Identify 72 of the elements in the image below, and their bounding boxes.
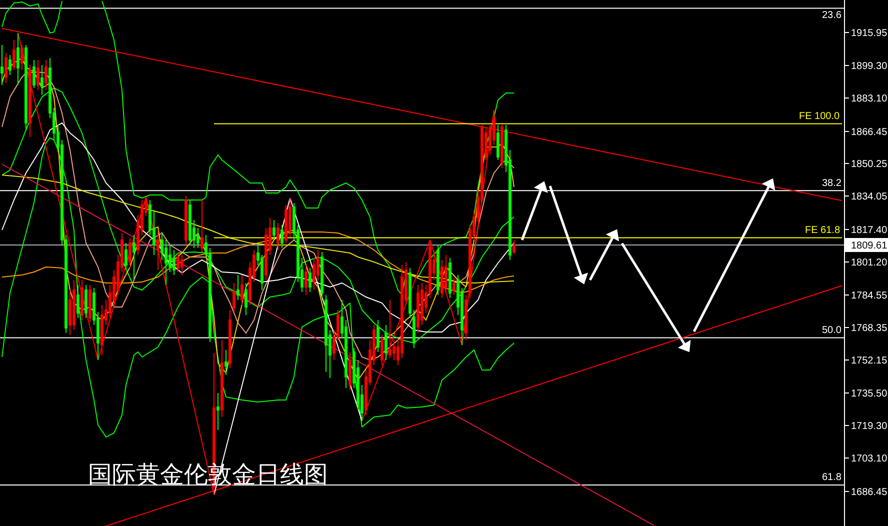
candlestick — [8, 54, 12, 76]
candlestick — [16, 32, 20, 86]
series-label: FE 61.8 — [805, 225, 840, 236]
candlestick — [28, 64, 32, 138]
candlestick — [188, 200, 192, 246]
candlestick — [496, 124, 500, 160]
candlestick — [12, 40, 16, 70]
candlestick — [32, 60, 36, 88]
annotation: 50.0 — [822, 325, 842, 336]
candlestick — [464, 294, 468, 340]
y-tick-label: 1784.55 — [851, 290, 888, 302]
y-tick-label: 1735.50 — [851, 388, 888, 400]
candlestick — [76, 284, 80, 318]
candlestick — [216, 392, 220, 430]
line-series — [2, 0, 62, 34]
y-tick-label: 1801.20 — [851, 257, 888, 268]
candlestick — [4, 52, 8, 84]
candlestick — [180, 254, 184, 276]
candlestick — [224, 350, 228, 376]
candlestick — [88, 284, 92, 322]
line-series — [2, 174, 514, 284]
candlestick — [20, 44, 24, 70]
candlestick — [276, 222, 280, 250]
candlestick — [176, 252, 180, 272]
annotation: 38.2 — [822, 178, 842, 189]
candlestick — [500, 124, 504, 168]
candlestick — [124, 242, 128, 270]
candlestick — [452, 278, 456, 296]
y-tick-label: 1719.30 — [851, 421, 888, 432]
y-tick-label: 1915.95 — [851, 28, 888, 39]
y-tick-label: 1817.40 — [851, 224, 888, 236]
candlestick — [512, 240, 516, 254]
candlestick — [236, 274, 240, 300]
candlestick — [272, 220, 276, 240]
annotation: 23.6 — [822, 10, 842, 21]
candlestick — [80, 280, 84, 320]
candlestick — [84, 284, 88, 318]
candlestick — [220, 340, 224, 418]
y-tick-label: 1899.30 — [851, 61, 888, 72]
candlestick — [232, 282, 236, 312]
candlestick — [228, 310, 232, 368]
series-label: FE 100.0 — [799, 111, 840, 122]
candlestick — [304, 264, 308, 296]
y-tick-label: 1809.61 — [851, 240, 888, 252]
candlestick — [448, 258, 452, 298]
candlestick — [132, 234, 136, 280]
candlestick — [320, 252, 324, 298]
candlestick — [308, 268, 312, 292]
y-tick-label: 1703.10 — [851, 454, 888, 464]
candlestick — [244, 282, 248, 316]
candlestick — [184, 196, 188, 246]
candlestick — [200, 200, 204, 252]
line-series — [2, 232, 514, 292]
y-tick-label: 1686.45 — [851, 486, 888, 498]
candlestick — [280, 224, 284, 248]
y-tick-label: 1883.10 — [851, 94, 888, 104]
candlestick — [380, 334, 384, 366]
y-tick-label: 1850.25 — [851, 159, 888, 170]
candlestick — [0, 44, 4, 86]
candlestick — [388, 300, 392, 358]
y-tick-label: 1866.45 — [851, 126, 888, 138]
candlestick — [240, 274, 244, 306]
annotation: 61.8 — [822, 472, 842, 483]
y-tick-label: 1752.15 — [851, 355, 888, 366]
y-tick-label: 1834.05 — [851, 192, 888, 203]
candlestick — [348, 352, 352, 390]
candlestick — [416, 284, 420, 334]
y-tick-label: 1768.35 — [851, 323, 888, 334]
candlestick — [36, 60, 40, 90]
candlestick — [156, 230, 160, 270]
candlestick — [128, 238, 132, 268]
candlestick — [44, 60, 48, 90]
